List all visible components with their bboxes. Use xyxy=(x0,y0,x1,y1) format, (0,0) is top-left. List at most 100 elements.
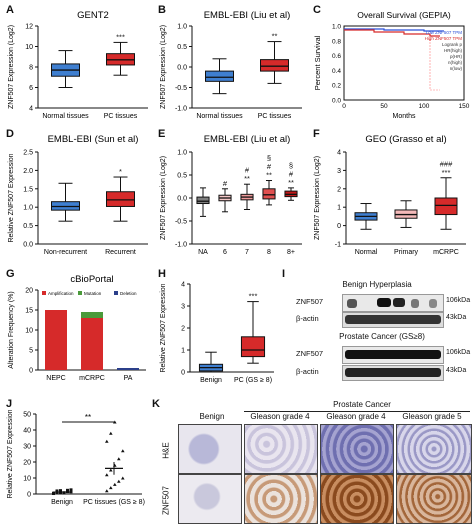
panel-label-f: F xyxy=(313,128,320,140)
legend-label: Amplification xyxy=(48,291,74,296)
y-axis-label: ZNF507 Expression (Log2) xyxy=(160,25,167,109)
y-tick-label: 2.5 xyxy=(23,150,33,157)
chart-b-embl-liu: EMBL-EBI (Liu et al) -1.0 -0.5 0.0 0.5 1.0 ZNF… xyxy=(160,10,302,120)
ihc-image-g5-he xyxy=(396,424,472,474)
y-tick-label: 0.4 xyxy=(332,68,341,75)
ihc-image-g4b-znf507 xyxy=(320,474,394,524)
x-tick-label: 0 xyxy=(342,103,346,110)
x-axis-label: Months xyxy=(393,113,416,120)
legend-swatch xyxy=(42,291,46,295)
y-tick-label: -1.0 xyxy=(175,106,187,113)
y-tick-label: 50 xyxy=(23,412,31,419)
bar-amplification xyxy=(45,310,67,370)
x-tick-label: Normal tissues xyxy=(196,113,243,120)
y-tick-label: 30 xyxy=(23,444,31,451)
y-tick-label: 0.6 xyxy=(332,53,341,60)
data-point-pc xyxy=(109,468,113,472)
ihc-image-benign-he xyxy=(178,424,242,474)
y-tick-label: 1.0 xyxy=(23,205,33,212)
box xyxy=(196,196,210,205)
blot-size-label: 43kDa xyxy=(446,314,467,321)
y-tick-label: 0.5 xyxy=(177,173,187,180)
x-tick-label: mCRPC xyxy=(433,249,459,256)
y-tick-label: 20 xyxy=(25,288,33,295)
significance-marker: * xyxy=(119,167,122,176)
blot-actin-cancer xyxy=(342,365,444,381)
box xyxy=(434,197,458,216)
x-tick-label: Normal tissues xyxy=(42,113,89,120)
y-tick-label: -0.5 xyxy=(175,219,187,226)
y-tick-label: 0.5 xyxy=(177,44,187,51)
legend-entry: p(HR) xyxy=(450,54,463,59)
y-tick-label: 4 xyxy=(337,150,341,157)
survival-ci xyxy=(429,36,440,91)
y-tick-label: 0.0 xyxy=(177,65,187,72)
x-tick-label: 6 xyxy=(223,249,227,256)
panel-label-i: I xyxy=(282,268,286,280)
ihc-image-g5-znf507 xyxy=(396,474,472,524)
chart-title: Overall Survival (GEPIA) xyxy=(357,10,451,20)
x-tick-label: 8 xyxy=(267,249,271,256)
blot-band xyxy=(345,368,441,377)
chart-f-geo-grasso: GEO (Grasso et al) -1 0 1 2 3 4 ZNF507 Expressi… xyxy=(314,134,466,256)
x-tick-label: Primary xyxy=(394,249,419,256)
box xyxy=(260,59,289,72)
chart-c-survival: Overall Survival (GEPIA) 0.0 0.2 0.4 0.6 0.8 1… xyxy=(313,10,470,120)
y-axis-label: ZNF507 Expression (Log2) xyxy=(160,156,167,240)
data-point-benign xyxy=(62,491,66,495)
y-axis-label: ZNF507 Expression (Log2) xyxy=(8,25,15,109)
y-axis-label: Relative ZNF507 Expression xyxy=(8,153,15,242)
panel-label-a: A xyxy=(6,4,14,16)
y-tick-label: 0.0 xyxy=(23,242,33,249)
significance-marker: # xyxy=(289,169,294,178)
chart-h-benign-vs-pc: 0 1 2 3 4 Relative ZNF507 Expression Benign PC … xyxy=(160,282,274,384)
y-tick-label: -1.0 xyxy=(175,242,187,249)
ihc-header-grade4b: Gleason grade 4 xyxy=(326,412,386,421)
survival-curve-low xyxy=(344,28,444,32)
x-tick-label: Benign xyxy=(200,377,222,384)
y-tick-label: 1.0 xyxy=(177,150,187,157)
legend-entry: High ZNF507 TPM xyxy=(425,36,463,41)
y-tick-label: 5 xyxy=(29,348,33,355)
chart-title: EMBL-EBI (Liu et al) xyxy=(204,134,291,145)
blot-band xyxy=(393,298,405,307)
y-tick-label: 2.0 xyxy=(23,168,33,175)
y-tick-label: 1.5 xyxy=(23,186,33,193)
y-tick-label: 3 xyxy=(181,304,185,311)
box xyxy=(205,70,234,82)
panel-label-k: K xyxy=(152,398,160,410)
blot-band xyxy=(411,299,419,308)
blot-band xyxy=(345,315,441,324)
ihc-row-label-he: H&E xyxy=(161,442,171,459)
y-tick-label: 15 xyxy=(25,308,33,315)
y-tick-label: 0 xyxy=(181,370,185,377)
data-point-benign xyxy=(55,489,59,493)
data-point-pc xyxy=(109,431,113,435)
legend-swatch xyxy=(114,291,118,295)
bar-mutation xyxy=(81,312,103,318)
y-tick-label: 0.5 xyxy=(23,223,33,230)
blot-row-label: β-actin xyxy=(296,367,319,376)
x-tick-label: PC tissues (GS ≥ 8) xyxy=(83,499,145,506)
blot-band xyxy=(429,299,437,308)
chart-title: GENT2 xyxy=(77,10,109,21)
y-tick-label: 1 xyxy=(337,205,341,212)
data-point-pc xyxy=(105,473,109,477)
y-tick-label: 0.0 xyxy=(177,196,187,203)
y-tick-label: 4 xyxy=(181,282,185,289)
ihc-header-grade4a: Gleason grade 4 xyxy=(250,412,310,421)
x-tick-label: mCRPC xyxy=(79,375,105,382)
y-tick-label: 40 xyxy=(23,428,31,435)
y-tick-label: 10 xyxy=(25,44,33,51)
chart-title: cBioPortal xyxy=(70,274,113,285)
y-tick-label: 6 xyxy=(29,85,33,92)
blot-band xyxy=(377,298,391,307)
ihc-panel: Prostate Cancer Benign Gleason grade 4 G… xyxy=(152,400,472,524)
blot-group-title: Prostate Cancer (GS≥8) xyxy=(339,332,425,341)
panel-label-j: J xyxy=(6,398,13,410)
y-tick-label: 0.2 xyxy=(332,83,341,90)
legend-entry: Logrank p xyxy=(442,42,463,47)
legend-entry: HR(high) xyxy=(444,48,463,53)
legend-swatch xyxy=(78,291,82,295)
ihc-row-label-znf507: ZNF507 xyxy=(161,486,171,515)
